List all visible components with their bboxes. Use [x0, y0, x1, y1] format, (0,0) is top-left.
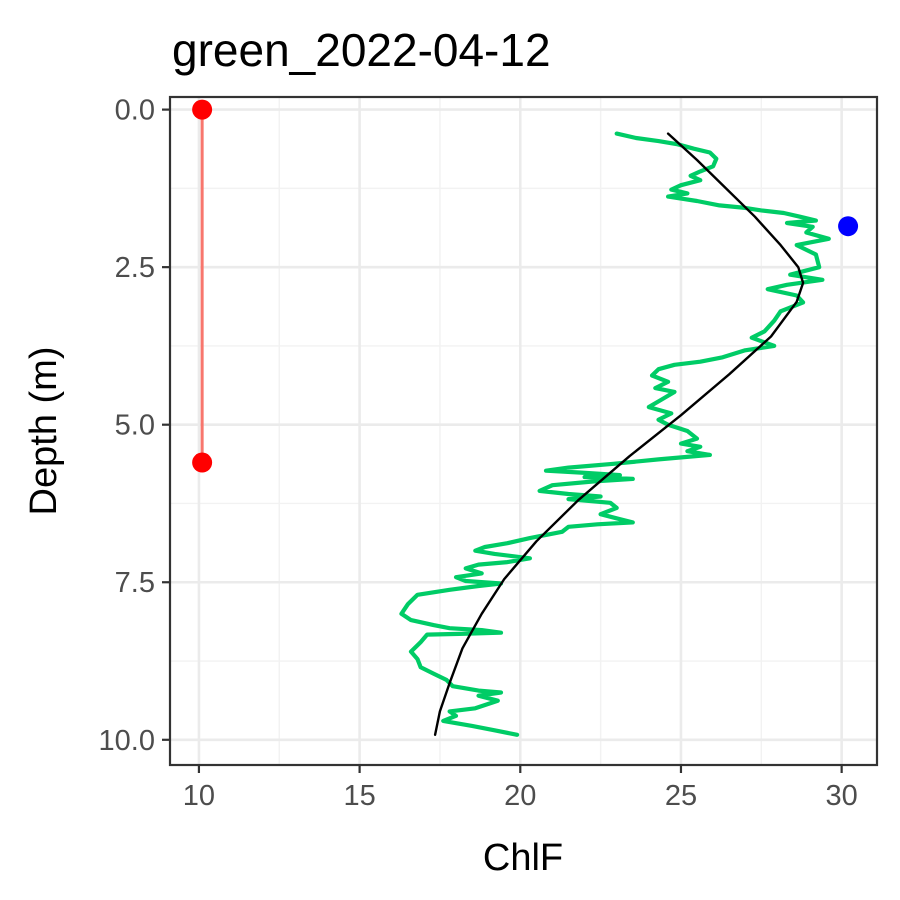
plot-data	[192, 99, 859, 737]
smoothed-fit-line	[433, 132, 805, 736]
axes: 10 15 20 25 30 0.0 2.5 5.0 7.5 10.0	[99, 95, 858, 812]
segment-top-point	[192, 99, 213, 120]
panel-border	[168, 95, 879, 767]
x-tick-label: 20	[504, 780, 536, 812]
chart-title: green_2022-04-12	[172, 24, 551, 76]
x-tick-label: 30	[826, 780, 858, 812]
grid	[170, 97, 877, 765]
y-tick-label: 2.5	[115, 252, 155, 284]
y-tick-label: 7.5	[115, 567, 155, 599]
x-tick-label: 10	[183, 780, 215, 812]
max-chlf-point	[838, 216, 859, 237]
segment-bottom-point	[192, 452, 213, 473]
x-tick-label: 25	[665, 780, 697, 812]
y-tick-label: 0.0	[115, 95, 155, 127]
y-tick-label: 10.0	[99, 725, 155, 757]
x-axis-title: ChlF	[483, 837, 563, 879]
x-tick-label: 15	[343, 780, 375, 812]
y-tick-label: 5.0	[115, 410, 155, 442]
y-axis-title: Depth (m)	[23, 347, 65, 516]
chlf-profile-line	[399, 131, 831, 737]
